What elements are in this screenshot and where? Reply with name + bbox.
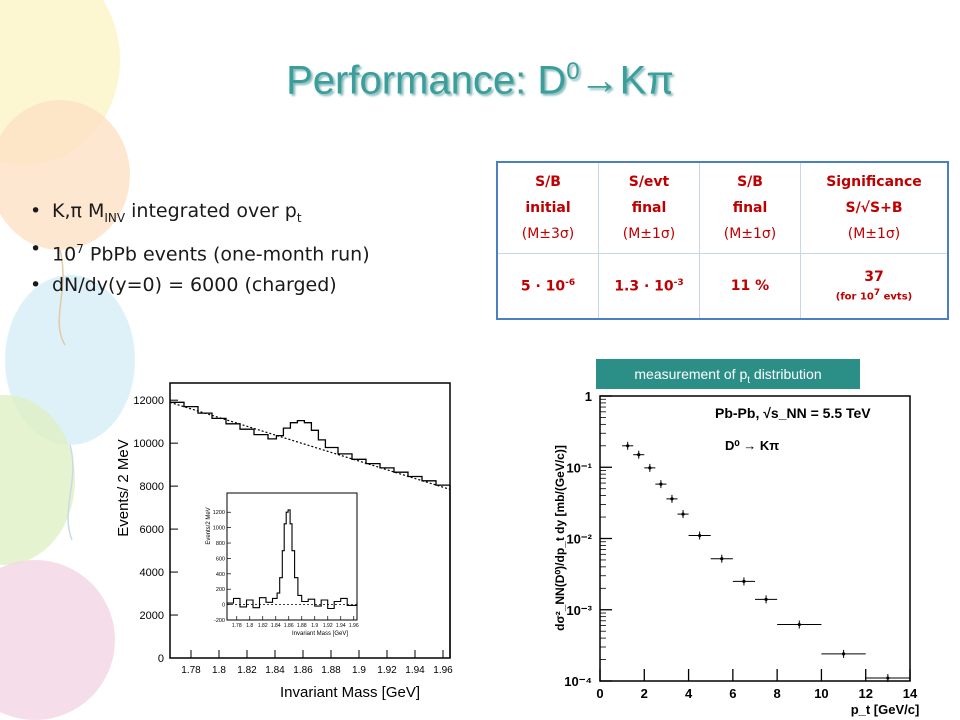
x-tick-label: 1.88 <box>321 665 341 676</box>
bullet-list: K,π MINV integrated over pt 107 PbPb eve… <box>30 198 500 303</box>
x-tick-label: 0 <box>596 686 603 701</box>
y-tick-label: 6000 <box>140 524 164 536</box>
table-header-row: S/B initial (M±3σ) S/evt final (M±1σ) S/B fin… <box>496 161 949 254</box>
data-point <box>742 579 746 583</box>
x-tick-label: 4 <box>685 686 693 701</box>
inset-y-tick-label: 1000 <box>213 526 225 532</box>
balloon-string <box>67 444 74 541</box>
x-tick-label: 1.8 <box>212 665 226 676</box>
histogram-line <box>170 401 451 658</box>
inset-x-tick-label: 1.9 <box>311 623 318 629</box>
chart-title: Pb-Pb, √s_NN = 5.5 TeV <box>715 405 871 421</box>
y-tick-label: 10⁻¹ <box>566 460 592 475</box>
inset-x-tick-label: 1.96 <box>349 623 359 629</box>
performance-table: S/B initial (M±3σ) S/evt final (M±1σ) S/B fin… <box>496 161 949 320</box>
x-tick-label: 1.96 <box>433 665 453 676</box>
data-point <box>797 622 801 627</box>
data-point <box>764 597 768 601</box>
x-tick-label: 1.92 <box>377 665 397 676</box>
inset-y-tick-label: 400 <box>216 572 225 578</box>
y-tick-label: 2000 <box>140 610 164 622</box>
table-cell: 37 (for 107 evts) <box>800 253 949 320</box>
x-tick-label: 1.9 <box>352 665 366 676</box>
y-tick-label: 0 <box>158 653 164 665</box>
slide-title: Performance: D0→Kπ <box>286 58 674 103</box>
x-axis-label: Invariant Mass [GeV] <box>280 684 420 701</box>
data-point <box>698 533 702 538</box>
data-point <box>670 497 674 501</box>
x-tick-label: 1.94 <box>405 665 425 676</box>
bullet-item: dN/dy(y=0) = 6000 (charged) <box>30 272 500 298</box>
data-point <box>841 652 846 656</box>
inset-x-tick-label: 1.92 <box>323 623 333 629</box>
background-fit-line <box>169 401 451 490</box>
data-point <box>681 512 685 516</box>
measurement-label: measurement of pt distribution <box>596 359 860 389</box>
y-tick-label: 8000 <box>140 481 164 493</box>
inset-y-tick-label: 600 <box>216 556 225 562</box>
x-tick-label: 10 <box>814 686 828 701</box>
data-point <box>886 676 890 680</box>
data-point <box>626 444 630 448</box>
inset-y-tick-label: 800 <box>216 541 225 547</box>
table-header-cell: S/B final (M±1σ) <box>699 161 801 254</box>
bullet-item: K,π MINV integrated over pt <box>30 198 500 231</box>
table-header-cell: S/evt final (M±1σ) <box>598 161 700 254</box>
inset-x-tick-label: 1.78 <box>232 623 242 629</box>
y-tick-label: 10⁻⁴ <box>564 674 592 689</box>
inset-x-tick-label: 1.8 <box>246 623 253 629</box>
y-axis-label: dσ²_NN(D⁰)/dp_t dy [mb/(GeV/c)] <box>553 445 567 631</box>
y-tick-label: 10⁻³ <box>566 603 592 618</box>
y-tick-label: 10⁻² <box>566 532 592 547</box>
y-tick-label: 10000 <box>133 438 164 450</box>
inset-histogram-line <box>227 509 358 610</box>
data-point <box>637 453 641 457</box>
bullet-item: 107 PbPb events (one-month run) <box>30 236 500 267</box>
pt-distribution-chart: 10⁻⁴ 10⁻³ 10⁻² 10⁻¹ 1 0 2 4 6 8 10 12 14 Pb-Pb, √s_… <box>553 389 920 717</box>
x-tick-label: 1.84 <box>265 665 285 676</box>
inset-y-tick-label: 1200 <box>213 510 225 516</box>
table-row: 5 · 10-6 1.3 · 10-3 11 % 37 (for 107 evts… <box>496 253 949 320</box>
table-cell: 5 · 10-6 <box>496 253 599 320</box>
legend-entry: D⁰ → Kπ <box>725 438 779 453</box>
y-tick-label: 12000 <box>133 395 164 407</box>
balloon-blue <box>5 275 135 445</box>
data-point <box>720 557 724 561</box>
y-tick-label: 1 <box>585 389 592 404</box>
inset-frame <box>226 492 358 621</box>
x-tick-label: 1.82 <box>237 665 257 676</box>
table-cell: 11 % <box>699 253 801 320</box>
x-axis-label: p_t [GeV/c] <box>851 702 920 717</box>
balloon-green <box>0 395 75 565</box>
x-tick-label: 12 <box>858 686 872 701</box>
y-axis-label: Events/ 2 MeV <box>115 439 132 537</box>
x-tick-label: 2 <box>641 686 648 701</box>
x-tick-label: 14 <box>903 686 918 701</box>
balloon-pink <box>0 560 115 720</box>
inset-x-tick-label: 1.86 <box>284 623 294 629</box>
inset-x-tick-label: 1.82 <box>258 623 268 629</box>
y-tick-label: 4000 <box>140 567 164 579</box>
table-cell: 1.3 · 10-3 <box>598 253 700 320</box>
x-tick-label: 1.78 <box>181 665 201 676</box>
x-tick-label: 1.86 <box>293 665 313 676</box>
data-point <box>648 466 652 470</box>
inset-y-tick-label: 0 <box>222 603 225 609</box>
inset-x-axis-label: Invariant Mass [GeV] <box>292 631 348 637</box>
inset-y-tick-label: -200 <box>214 618 225 624</box>
data-point <box>659 482 663 486</box>
inset-x-tick-label: 1.84 <box>271 623 281 629</box>
x-tick-label: 8 <box>774 686 781 701</box>
inset-y-tick-label: 200 <box>216 587 225 593</box>
table-header-cell: Significance S/√S+B (M±1σ) <box>800 161 949 254</box>
inset-y-axis-label: Events/2 MeV <box>206 507 212 544</box>
inset-x-tick-label: 1.94 <box>336 623 346 629</box>
x-tick-label: 6 <box>729 686 736 701</box>
inset-x-tick-label: 1.88 <box>297 623 307 629</box>
table-header-cell: S/B initial (M±3σ) <box>496 161 599 254</box>
